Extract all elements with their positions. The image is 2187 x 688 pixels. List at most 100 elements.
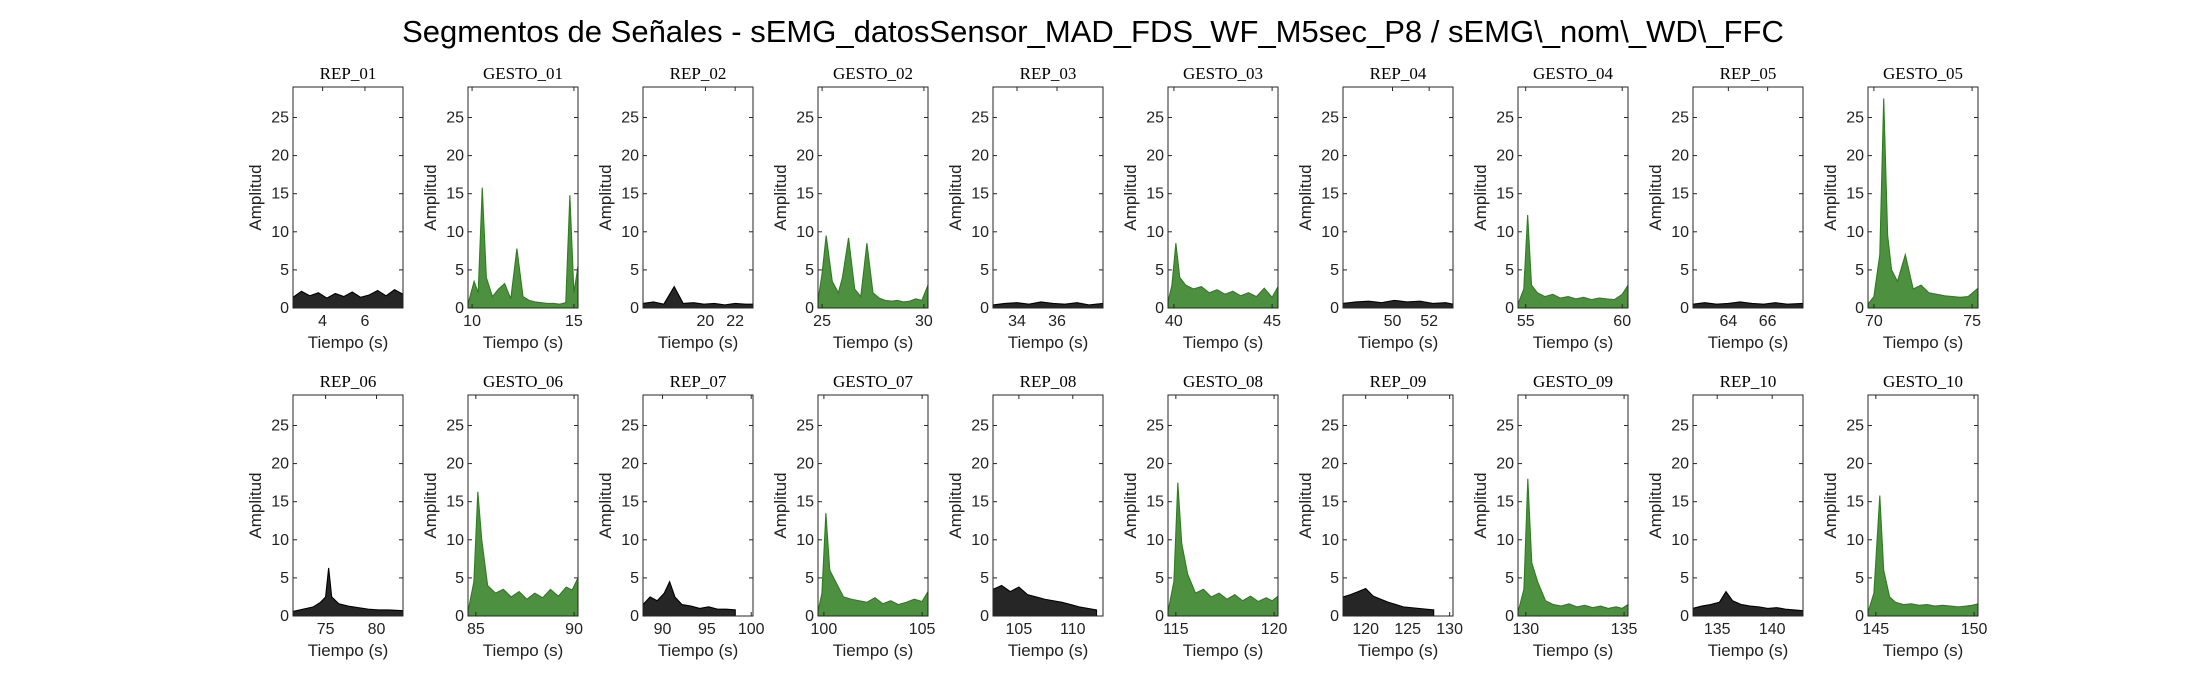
panel-title: REP_05 <box>1720 64 1777 83</box>
x-tick-label: 34 <box>1008 313 1026 330</box>
x-tick-label: 64 <box>1719 313 1737 330</box>
signal-series <box>1693 301 1803 308</box>
y-tick-label: 0 <box>280 608 289 625</box>
panel-title: REP_04 <box>1370 64 1427 83</box>
x-axis-label: Tiempo (s) <box>1358 641 1439 660</box>
y-tick-label: 0 <box>1330 300 1339 317</box>
x-tick-label: 120 <box>1261 621 1288 638</box>
y-tick-label: 20 <box>971 456 989 473</box>
y-tick-label: 10 <box>796 532 814 549</box>
axes-box <box>1692 394 1804 617</box>
y-tick-label: 15 <box>1146 494 1164 511</box>
x-tick-label: 105 <box>909 621 936 638</box>
panel-title: GESTO_01 <box>483 64 563 83</box>
y-tick-label: 20 <box>1146 456 1164 473</box>
y-tick-label: 5 <box>980 570 989 587</box>
x-tick-label: 150 <box>1961 621 1988 638</box>
x-tick-label: 45 <box>1263 313 1281 330</box>
x-axis-label: Tiempo (s) <box>833 641 914 660</box>
y-axis-label: Amplitud <box>771 472 790 538</box>
panel-gesto-04: GESTO_04 0 5 10 15 20 25 55 60 Tiempo (s) Amplitud <box>1471 64 1631 352</box>
y-tick-label: 15 <box>971 494 989 511</box>
y-tick-label: 5 <box>1155 570 1164 587</box>
panel-title: GESTO_06 <box>483 372 563 391</box>
panel-title: GESTO_05 <box>1883 64 1963 83</box>
y-tick-label: 25 <box>1496 109 1514 126</box>
x-tick-label: 115 <box>1163 621 1189 638</box>
signal-area <box>468 187 578 308</box>
panel-rep-02: REP_02 0 5 10 15 20 25 20 22 Tiempo (s) Amplitud <box>596 64 754 352</box>
panel-title: REP_08 <box>1020 372 1077 391</box>
y-tick-label: 25 <box>446 417 464 434</box>
panel-title: GESTO_03 <box>1183 64 1263 83</box>
x-tick-label: 66 <box>1759 313 1777 330</box>
y-tick-label: 0 <box>805 300 814 317</box>
y-tick-label: 10 <box>796 224 814 241</box>
y-tick-label: 10 <box>1321 532 1339 549</box>
y-tick-label: 20 <box>1321 456 1339 473</box>
y-tick-label: 25 <box>1846 109 1864 126</box>
y-tick-label: 15 <box>1496 494 1514 511</box>
y-axis-label: Amplitud <box>596 164 615 230</box>
y-tick-label: 0 <box>980 608 989 625</box>
axes-box <box>817 394 929 617</box>
y-tick-label: 25 <box>621 109 639 126</box>
signal-area <box>468 491 578 616</box>
y-tick-label: 10 <box>1146 224 1164 241</box>
y-tick-label: 20 <box>1846 148 1864 165</box>
x-axis-label: Tiempo (s) <box>1183 641 1264 660</box>
signal-series <box>1168 243 1278 308</box>
x-tick-label: 80 <box>368 621 386 638</box>
signal-series <box>1518 478 1628 616</box>
panel-gesto-03: GESTO_03 0 5 10 15 20 25 40 45 Tiempo (s) Amplitud <box>1121 64 1281 352</box>
x-axis-label: Tiempo (s) <box>1533 333 1614 352</box>
signal-area <box>1693 301 1803 308</box>
y-axis-label: Amplitud <box>1121 472 1140 538</box>
signal-area <box>993 301 1103 308</box>
axes-box <box>467 394 579 617</box>
panel-title: REP_09 <box>1370 372 1427 391</box>
y-tick-label: 0 <box>805 608 814 625</box>
x-tick-label: 130 <box>1513 621 1540 638</box>
panel-title: GESTO_09 <box>1533 372 1613 391</box>
panel-title: REP_02 <box>670 64 727 83</box>
x-tick-label: 30 <box>915 313 933 330</box>
panel-rep-05: REP_05 0 5 10 15 20 25 64 66 Tiempo (s) Amplitud <box>1646 64 1804 352</box>
y-tick-label: 25 <box>796 417 814 434</box>
y-tick-label: 5 <box>1330 262 1339 279</box>
panel-rep-07: REP_07 0 5 10 15 20 25 90 95 100 Tiempo (s) Amplitu… <box>596 372 765 660</box>
x-axis-label: Tiempo (s) <box>483 333 564 352</box>
panel-title: GESTO_04 <box>1533 64 1613 83</box>
axes-box <box>642 86 754 309</box>
y-tick-label: 0 <box>455 608 464 625</box>
y-axis-label: Amplitud <box>1121 164 1140 230</box>
signal-series <box>1343 299 1453 308</box>
panel-title: GESTO_08 <box>1183 372 1263 391</box>
y-tick-label: 5 <box>1855 570 1864 587</box>
panel-rep-09: REP_09 0 5 10 15 20 25 120 125 130 Tiempo (s) Ampli… <box>1296 372 1463 660</box>
signal-series <box>993 301 1103 308</box>
panel-rep-10: REP_10 0 5 10 15 20 25 135 140 Tiempo (s) Amplitud <box>1646 372 1804 660</box>
y-tick-label: 25 <box>1321 417 1339 434</box>
x-tick-label: 22 <box>726 313 744 330</box>
signal-area <box>643 580 736 616</box>
y-tick-label: 5 <box>455 570 464 587</box>
y-axis-label: Amplitud <box>1821 472 1840 538</box>
signal-series <box>1868 98 1978 308</box>
signal-area <box>1518 478 1628 616</box>
panel-rep-08: REP_08 0 5 10 15 20 25 105 110 Tiempo (s) Amplitud <box>946 372 1104 660</box>
y-tick-label: 15 <box>621 494 639 511</box>
x-tick-label: 90 <box>565 621 583 638</box>
signal-area <box>293 567 403 616</box>
panel-gesto-08: GESTO_08 0 5 10 15 20 25 115 120 Tiempo (s) Amplit… <box>1121 372 1288 660</box>
x-tick-label: 50 <box>1384 313 1402 330</box>
y-axis-label: Amplitud <box>1646 164 1665 230</box>
panel-gesto-05: GESTO_05 0 5 10 15 20 25 70 75 Tiempo (s) Amplitud <box>1821 64 1981 352</box>
y-axis-label: Amplitud <box>421 164 440 230</box>
y-tick-label: 5 <box>1505 262 1514 279</box>
signal-series <box>643 580 736 616</box>
y-tick-label: 5 <box>805 570 814 587</box>
y-tick-label: 15 <box>971 186 989 203</box>
panel-rep-04: REP_04 0 5 10 15 20 25 50 52 Tiempo (s) Amplitud <box>1296 64 1454 352</box>
